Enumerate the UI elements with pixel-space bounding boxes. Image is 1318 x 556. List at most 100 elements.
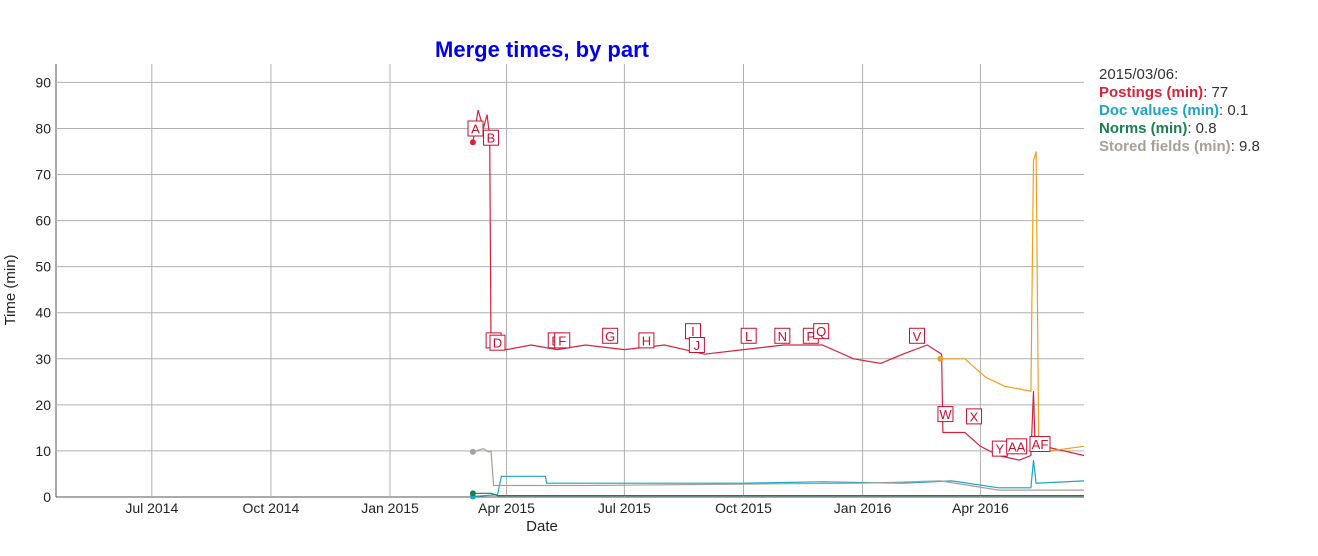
legend-row: Doc values (min): 0.1 <box>1099 102 1260 120</box>
legend: 2015/03/06: Postings (min): 77 Doc values… <box>1099 66 1260 156</box>
annotation-label: AF <box>1032 437 1049 452</box>
annotation-layer: ABCDEFGHIJLNPQVWXYAAAF <box>467 120 1051 457</box>
annotation-box <box>965 408 982 425</box>
annotation-AA: AA <box>1006 438 1028 455</box>
x-tick-label: Oct 2015 <box>715 500 772 516</box>
annotation-AF: AF <box>1029 436 1051 453</box>
chart-title: Merge times, by part <box>435 37 650 62</box>
series-start-point-3 <box>469 448 476 455</box>
y-tick-label: 50 <box>35 259 51 275</box>
annotation-label: Y <box>996 442 1005 457</box>
annotation-box <box>774 327 791 344</box>
y-axis-ticks: 0 10 20 30 40 50 60 70 80 90 <box>35 74 51 505</box>
y-tick-label: 20 <box>35 397 51 413</box>
legend-series-name: Stored fields (min) <box>1099 138 1231 155</box>
x-tick-label: Apr 2015 <box>478 500 535 516</box>
x-tick-label: Jan 2015 <box>361 500 419 516</box>
x-tick-label: Jul 2014 <box>125 500 178 516</box>
y-tick-label: 10 <box>35 443 51 459</box>
annotation-label: J <box>694 338 701 353</box>
annotation-box <box>908 327 925 344</box>
annotation-box <box>554 332 571 349</box>
legend-row: Postings (min): 77 <box>1099 84 1260 102</box>
legend-series-value: : 77 <box>1203 84 1229 101</box>
series-start-point-2 <box>469 490 476 497</box>
annotation-W: W <box>937 406 954 423</box>
x-axis-ticks: Jul 2014 Oct 2014 Jan 2015 Apr 2015 Jul 2015… <box>125 500 1009 516</box>
annotation-box <box>638 332 655 349</box>
annotation-H: H <box>638 332 655 349</box>
x-tick-label: Apr 2016 <box>952 500 1009 516</box>
y-tick-label: 80 <box>35 120 51 136</box>
annotation-label: A <box>471 121 480 136</box>
y-tick-label: 90 <box>35 74 51 90</box>
x-axis-label: Date <box>526 518 558 535</box>
annotation-label: Q <box>816 324 826 339</box>
annotation-L: L <box>740 327 757 344</box>
legend-series-value: : 9.8 <box>1230 138 1260 155</box>
annotation-label: H <box>642 333 651 348</box>
legend-row: Norms (min): 0.8 <box>1099 120 1260 138</box>
annotation-label: N <box>778 329 787 344</box>
annotation-N: N <box>774 327 791 344</box>
annotation-box <box>467 120 484 137</box>
legend-row: Stored fields (min): 9.8 <box>1099 138 1260 156</box>
annotation-V: V <box>908 327 925 344</box>
annotation-G: G <box>602 327 619 344</box>
legend-rows: Postings (min): 77 Doc values (min): 0.1 N… <box>1099 84 1260 156</box>
legend-series-name: Doc values (min) <box>1099 102 1220 119</box>
legend-date: 2015/03/06: <box>1099 66 1179 83</box>
annotation-Y: Y <box>991 440 1008 457</box>
annotation-label: P <box>806 329 815 344</box>
annotation-label: AA <box>1008 439 1026 454</box>
annotation-label: B <box>487 131 496 146</box>
annotation-J: J <box>688 336 705 353</box>
y-tick-label: 0 <box>43 489 51 505</box>
annotation-label: V <box>913 329 922 344</box>
series-start-point-4 <box>937 355 944 362</box>
y-tick-label: 60 <box>35 213 51 229</box>
annotation-box <box>1029 436 1051 453</box>
annotation-A: A <box>467 120 484 137</box>
legend-series-name: Norms (min) <box>1099 120 1188 137</box>
annotation-box <box>1006 438 1028 455</box>
annotation-label: W <box>939 407 952 422</box>
annotation-label: L <box>745 329 752 344</box>
annotation-X: X <box>965 408 982 425</box>
legend-series-value: : 0.1 <box>1219 102 1249 119</box>
annotation-label: D <box>493 336 502 351</box>
annotation-B: B <box>483 129 500 146</box>
annotation-label: G <box>605 329 615 344</box>
grid <box>55 64 1084 498</box>
annotation-box <box>602 327 619 344</box>
annotation-box <box>937 406 954 423</box>
series-line-4 <box>940 151 1085 452</box>
annotation-I: I <box>684 323 701 340</box>
annotation-Q: Q <box>813 323 830 340</box>
y-tick-label: 40 <box>35 305 51 321</box>
series-line-3 <box>472 447 1084 491</box>
legend-series-value: : 0.8 <box>1187 120 1217 137</box>
x-tick-label: Jul 2015 <box>598 500 651 516</box>
annotation-D: D <box>489 334 506 351</box>
annotation-box <box>740 327 757 344</box>
x-tick-label: Oct 2014 <box>243 500 300 516</box>
annotation-label: I <box>691 324 695 339</box>
annotation-label: F <box>558 333 566 348</box>
y-axis-label: Time (min) <box>2 254 19 325</box>
annotation-box <box>489 334 506 351</box>
annotation-F: F <box>554 332 571 349</box>
y-tick-label: 30 <box>35 351 51 367</box>
annotation-box <box>813 323 830 340</box>
series-line-1 <box>472 460 1085 498</box>
x-tick-label: Jan 2016 <box>834 500 892 516</box>
legend-series-name: Postings (min) <box>1099 84 1204 101</box>
series-line-0 <box>472 109 1085 461</box>
annotation-box <box>688 336 705 353</box>
annotation-label: X <box>970 409 979 424</box>
annotation-box <box>483 129 500 146</box>
y-tick-label: 70 <box>35 167 51 183</box>
series-line-2 <box>472 492 1084 497</box>
series-start-point-0 <box>469 139 476 146</box>
